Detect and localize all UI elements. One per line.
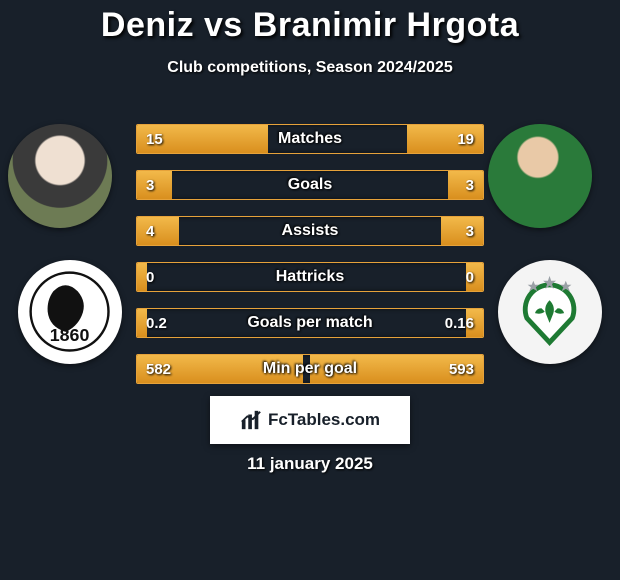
club-logo-left-text: 1860 [50,325,90,345]
branding-badge: FcTables.com [210,396,410,444]
bar-track [136,216,484,246]
page-subtitle: Club competitions, Season 2024/2025 [0,59,620,77]
bar-track [136,354,484,384]
stat-row: 4Assists3 [136,216,484,246]
bar-left-fill [137,171,172,199]
stat-row: 0.2Goals per match0.16 [136,308,484,338]
bar-right-fill [441,217,483,245]
stat-row: 582Min per goal593 [136,354,484,384]
bar-left-fill [137,125,268,153]
page-title: Deniz vs Branimir Hrgota [0,0,620,45]
bar-right-fill [407,125,483,153]
bar-left-fill [137,217,179,245]
bar-left-fill [137,309,147,337]
bar-track [136,308,484,338]
club-logo-1860-icon: 1860 [29,271,110,352]
club-logo-greuther-fuerth-icon [509,271,590,352]
bar-right-fill [466,309,483,337]
club-logo-right [498,260,602,364]
bar-track [136,170,484,200]
bar-track [136,124,484,154]
player-right-avatar [488,124,592,228]
branding-text: FcTables.com [268,410,380,430]
bar-left-fill [137,355,303,383]
comparison-bars: 15Matches19 3Goals3 4Assists3 0Hattricks0 0.… [136,124,484,400]
stat-row: 15Matches19 [136,124,484,154]
comparison-infographic: Deniz vs Branimir Hrgota Club competitio… [0,0,620,580]
bar-track [136,262,484,292]
footer-date: 11 january 2025 [0,454,620,474]
chart-icon [240,409,262,431]
club-logo-left: 1860 [18,260,122,364]
bar-right-fill [466,263,483,291]
stat-row: 0Hattricks0 [136,262,484,292]
bar-left-fill [137,263,147,291]
bar-right-fill [310,355,483,383]
bar-right-fill [448,171,483,199]
stat-row: 3Goals3 [136,170,484,200]
player-left-avatar [8,124,112,228]
